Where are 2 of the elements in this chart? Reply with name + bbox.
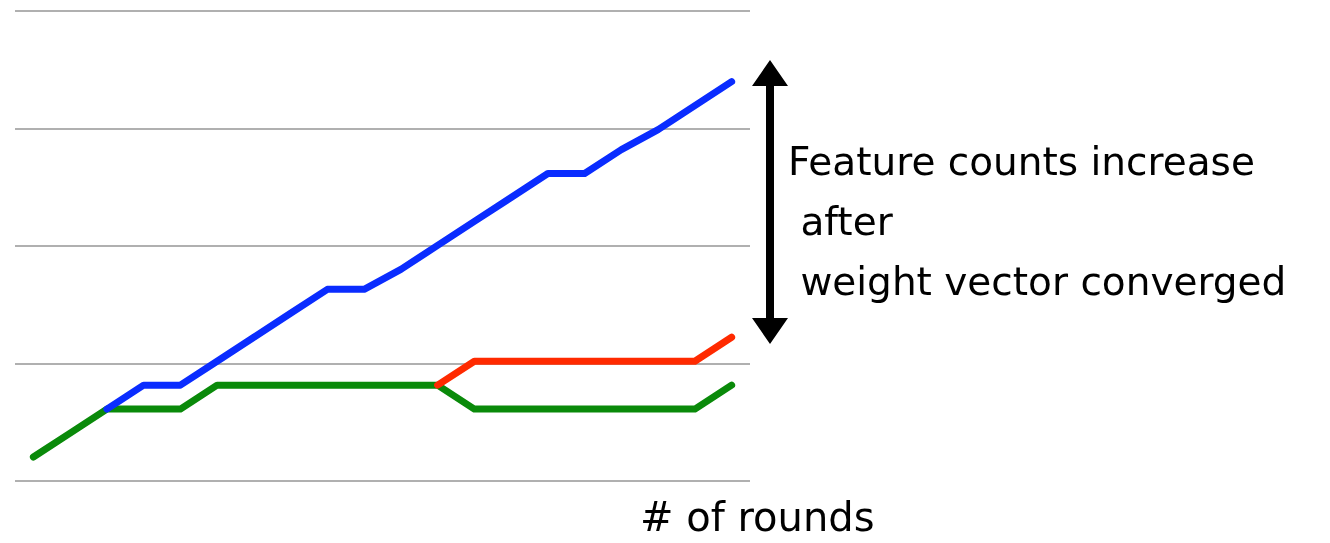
text: Feature counts increase after weight vector converged (788, 138, 1287, 306)
x-axis-title: # of rounds (640, 494, 875, 540)
